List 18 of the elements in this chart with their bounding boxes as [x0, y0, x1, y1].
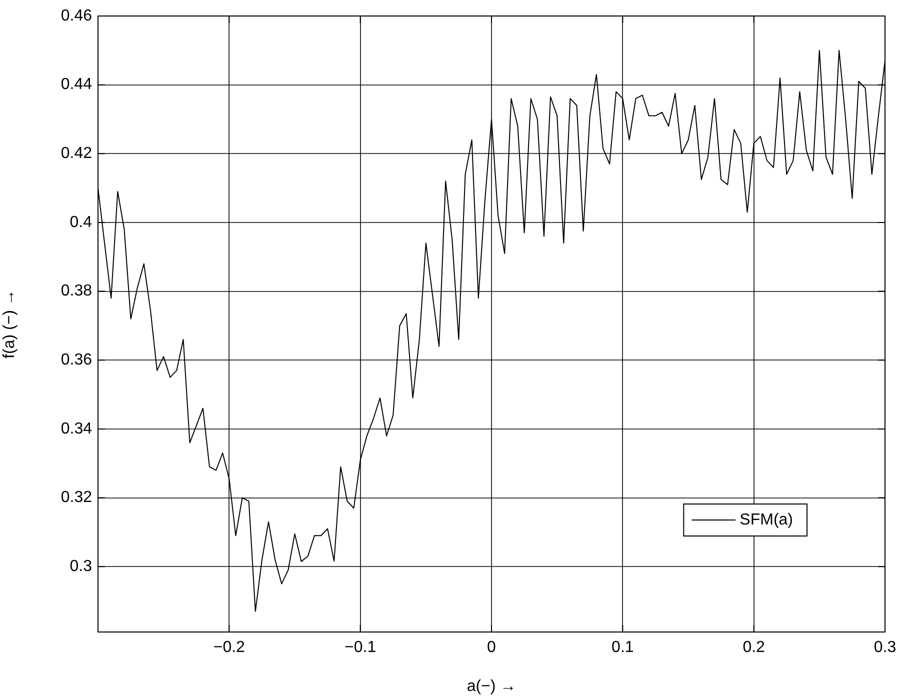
x-tick-label: 0.2: [742, 639, 766, 656]
x-tick-label: 0: [487, 639, 496, 656]
x-tick-label: 0.1: [612, 639, 634, 656]
y-tick-label: 0.46: [60, 7, 92, 24]
y-axis-title: f(a) (−) →: [1, 290, 18, 358]
y-tick-label: 0.4: [70, 214, 92, 231]
y-tick-label: 0.42: [60, 145, 92, 162]
x-tick-label: −0.2: [213, 639, 246, 656]
y-tick-label: 0.38: [60, 282, 92, 300]
y-tick-label: 0.34: [60, 420, 92, 438]
y-tick-label: 0.32: [60, 489, 92, 506]
x-tick-label: −0.1: [344, 639, 376, 656]
y-tick-label: 0.36: [60, 352, 92, 369]
x-tick-label: 0.3: [874, 639, 896, 656]
y-tick-label: 0.44: [60, 76, 92, 94]
y-tick-label: 0.3: [70, 558, 92, 576]
x-axis-title: a(−) →: [466, 678, 516, 695]
legend-label: SFM(a): [740, 511, 793, 528]
